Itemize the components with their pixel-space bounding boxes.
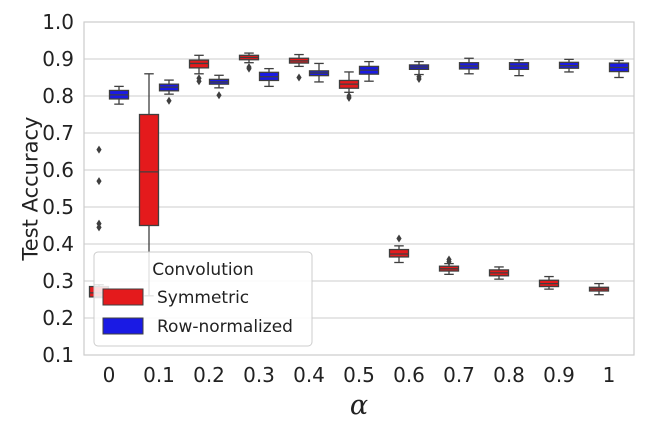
y-tick-labels: 0.1 0.2 0.3 0.4 0.5 0.6 0.7 0.8 0.9 1.0 [42,10,74,367]
flier-point [96,145,102,154]
box-row-normalized-0.3 [258,67,280,88]
x-tick-label: 0.4 [293,363,325,387]
y-axis-label: Test Accuracy [18,117,42,262]
box-symmetric-0.3 [238,52,260,73]
flier-point [416,74,422,83]
y-tick-label: 0.8 [42,84,74,108]
flier-point [96,223,102,232]
legend-entries: Symmetric Row-normalized [102,288,293,337]
flier-point [296,73,302,82]
x-tick-label: 0 [103,363,116,387]
flier-point [216,91,222,100]
box-symmetric-0.7 [438,255,460,275]
legend-title: Convolution [152,260,254,280]
legend-swatch-symmetric [102,288,144,306]
x-tick-label: 0.2 [193,363,225,387]
flier-point [346,93,352,102]
x-axis-label: α [350,390,368,421]
box-row-normalized-0 [108,85,130,105]
x-tick-label: 1 [603,363,616,387]
flier-point [196,77,202,86]
flier-point [96,177,102,186]
legend-box [93,251,313,347]
box-row-normalized-0.1 [158,79,180,105]
y-tick-label: 0.4 [42,232,74,256]
x-tick-label: 0.3 [243,363,275,387]
box-symmetric-0.4 [288,53,310,82]
y-tick-label: 0.9 [42,47,74,71]
flier-point [246,64,252,73]
box [138,113,160,227]
box-row-normalized-0.7 [458,57,480,75]
box-row-normalized-0.2 [208,74,230,100]
y-tick-label: 0.2 [42,306,74,330]
box-row-normalized-0.8 [508,59,530,77]
x-tick-label: 0.6 [393,363,425,387]
box-symmetric-0.8 [488,266,510,280]
box-row-normalized-0.6 [408,60,430,83]
x-tick-label: 0.5 [343,363,375,387]
box-symmetric-1 [588,282,610,296]
box-symmetric-0.2 [188,54,210,86]
y-tick-label: 0.7 [42,121,74,145]
x-tick-label: 0.1 [143,363,175,387]
box-row-normalized-1 [608,59,630,79]
y-tick-label: 0.3 [42,269,74,293]
box-symmetric-0.9 [538,275,560,290]
box-row-normalized-0.5 [358,60,380,82]
y-tick-label: 0.6 [42,158,74,182]
x-tick-labels: 0 0.1 0.2 0.3 0.4 0.5 0.6 0.7 0.8 0.9 1 [103,363,616,387]
x-tick-label: 0.8 [493,363,525,387]
flier-point [166,96,172,105]
y-tick-label: 0.1 [42,343,74,367]
y-tick-label: 1.0 [42,10,74,34]
x-tick-label: 0.9 [543,363,575,387]
legend-label-symmetric: Symmetric [157,288,249,308]
x-tick-label: 0.7 [443,363,475,387]
legend-swatch-row-normalized [102,317,144,335]
box-row-normalized-0.9 [558,58,580,73]
y-tick-label: 0.5 [42,195,74,219]
legend-label-row-normalized: Row-normalized [157,317,293,337]
box-symmetric-0.6 [388,234,410,264]
box-symmetric-0.5 [338,71,360,102]
box [388,248,410,258]
plot-frame [83,21,635,356]
box-row-normalized-0.4 [308,62,330,83]
legend: Convolution Symmetric Row-normalized [93,251,313,347]
flier-point [446,257,452,266]
flier-point [396,234,402,243]
